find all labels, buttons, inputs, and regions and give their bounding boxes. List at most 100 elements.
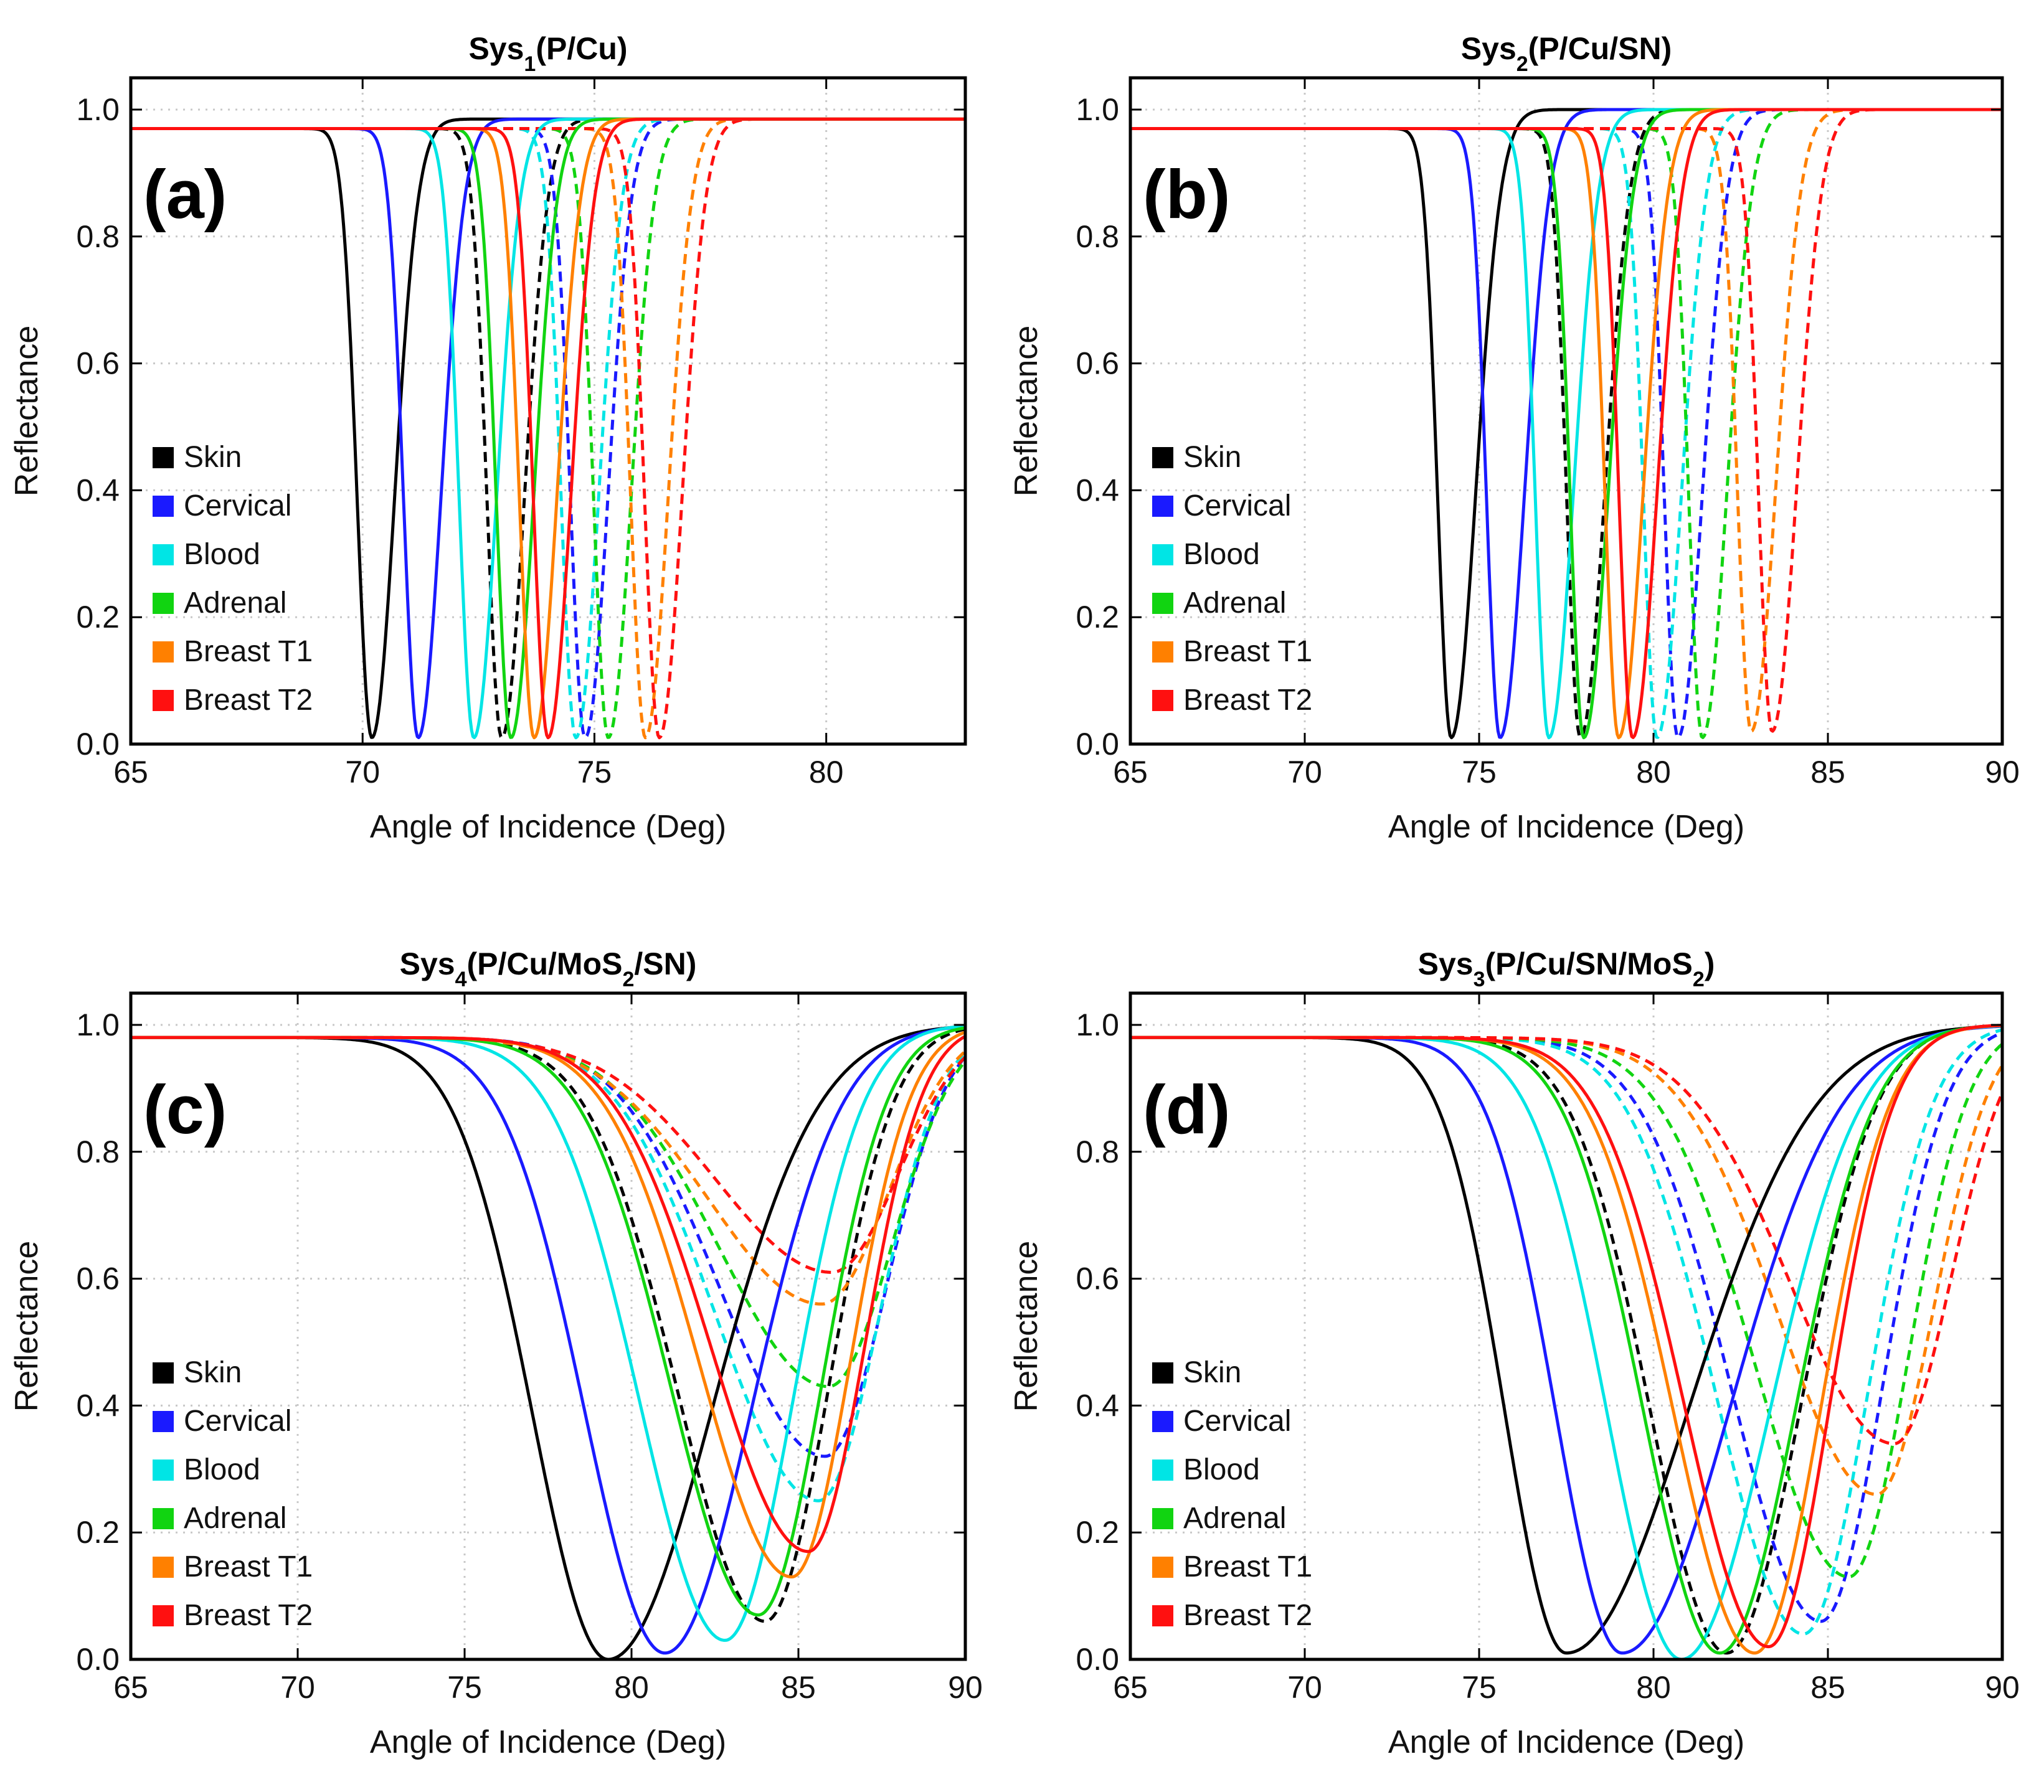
legend-swatch xyxy=(1152,447,1173,468)
x-axis-label: Angle of Incidence (Deg) xyxy=(370,1724,726,1760)
x-tick-label: 75 xyxy=(1462,755,1497,790)
y-tick-label: 0.2 xyxy=(76,600,120,634)
legend-label: Breast T2 xyxy=(184,684,313,717)
x-tick-label: 70 xyxy=(1287,755,1322,790)
y-tick-label: 1.0 xyxy=(76,1007,120,1042)
legend-swatch xyxy=(1152,1460,1173,1481)
y-tick-label: 0.6 xyxy=(1076,346,1119,381)
legend-label: Blood xyxy=(184,1453,260,1486)
y-tick-label: 0.6 xyxy=(76,346,120,381)
series-group xyxy=(131,1024,965,1659)
series-line-breast-t2-solid xyxy=(1130,108,2002,739)
y-tick-label: 0.8 xyxy=(1076,219,1119,254)
legend-label: Adrenal xyxy=(1183,587,1286,620)
legend-swatch xyxy=(153,1411,174,1432)
series-group xyxy=(1130,1024,2002,1659)
legend-label: Cervical xyxy=(1183,489,1291,522)
legend-label: Breast T2 xyxy=(184,1599,313,1632)
legend-swatch xyxy=(1152,593,1173,614)
series-line-breast-t2-solid xyxy=(131,1035,965,1554)
legend-swatch xyxy=(1152,496,1173,517)
x-tick-label: 80 xyxy=(1636,1670,1671,1705)
legend-swatch xyxy=(153,1557,174,1578)
y-tick-label: 0.6 xyxy=(1076,1261,1119,1296)
legend-swatch xyxy=(153,1460,174,1481)
chart-title: Sys1(P/Cu) xyxy=(468,31,627,76)
y-tick-label: 0.2 xyxy=(76,1515,120,1550)
legend-swatch xyxy=(1152,1362,1173,1384)
y-axis-label: Reflectance xyxy=(9,1241,45,1412)
legend-label: Blood xyxy=(1183,538,1260,571)
legend: Skin Cervical Blood Adrenal Breast T1 Breast … xyxy=(1152,1356,1312,1632)
legend-label: Cervical xyxy=(184,489,291,522)
x-tick-label: 75 xyxy=(577,755,612,790)
legend-label: Blood xyxy=(184,538,260,571)
x-tick-label: 90 xyxy=(1985,1670,2020,1705)
legend: Skin Cervical Blood Adrenal Breast T1 Breast … xyxy=(153,1356,313,1632)
x-axis-label: Angle of Incidence (Deg) xyxy=(370,809,726,845)
x-tick-label: 85 xyxy=(1810,755,1845,790)
legend-label: Breast T1 xyxy=(184,635,313,668)
y-tick-label: 0.2 xyxy=(1076,1515,1119,1550)
legend-swatch xyxy=(153,447,174,468)
legend-swatch xyxy=(153,593,174,614)
x-tick-label: 65 xyxy=(1113,755,1148,790)
panel-d: 65 70 75 80 85 90 0.0 0.2 0.4 0.6 0.8 1.0 Angle of I… xyxy=(1008,946,2020,1760)
x-tick-label: 65 xyxy=(113,755,148,790)
legend-swatch xyxy=(1152,1605,1173,1626)
panel-letter: (a) xyxy=(143,156,227,233)
series-line-skin-dashed xyxy=(1130,1024,2002,1655)
legend-swatch xyxy=(1152,1508,1173,1529)
legend-swatch xyxy=(153,496,174,517)
chart-title: Sys2(P/Cu/SN) xyxy=(1461,31,1672,76)
series-line-breast-t2-dashed xyxy=(1130,1035,2002,1445)
legend-label: Cervical xyxy=(1183,1405,1291,1438)
x-tick-label: 80 xyxy=(614,1670,649,1705)
chart-title: Sys4(P/Cu/MoS2/SN) xyxy=(400,946,697,991)
legend-label: Cervical xyxy=(184,1405,291,1438)
series-line-breast-t1-dashed xyxy=(1130,1035,2002,1496)
y-axis-label: Reflectance xyxy=(1008,326,1044,497)
x-tick-label: 80 xyxy=(1636,755,1671,790)
series-line-breast-t2-dashed xyxy=(1130,108,2002,733)
x-axis-label: Angle of Incidence (Deg) xyxy=(1388,809,1744,845)
y-tick-label: 0.0 xyxy=(76,1642,120,1677)
legend: Skin Cervical Blood Adrenal Breast T1 Breast … xyxy=(1152,441,1312,717)
plot-frame xyxy=(129,76,967,746)
y-tick-label: 0.0 xyxy=(1076,727,1119,762)
x-axis-label: Angle of Incidence (Deg) xyxy=(1388,1724,1744,1760)
y-tick-label: 1.0 xyxy=(1076,1007,1119,1042)
y-tick-label: 0.2 xyxy=(1076,600,1119,634)
x-tick-label: 90 xyxy=(1985,755,2020,790)
legend-label: Adrenal xyxy=(184,1502,286,1535)
legend-swatch xyxy=(1152,641,1173,663)
series-line-blood-dashed xyxy=(1130,1028,2002,1636)
panel-letter: (d) xyxy=(1143,1072,1230,1148)
legend-swatch xyxy=(1152,1557,1173,1578)
legend-label: Skin xyxy=(184,1356,242,1389)
series-line-breast-t2-solid xyxy=(1130,1024,2002,1649)
y-tick-label: 1.0 xyxy=(1076,92,1119,127)
legend-label: Breast T2 xyxy=(1183,684,1312,717)
legend-label: Adrenal xyxy=(184,587,286,620)
legend-label: Breast T1 xyxy=(184,1550,313,1583)
legend-swatch xyxy=(153,1508,174,1529)
legend-swatch xyxy=(153,1605,174,1626)
x-tick-label: 80 xyxy=(809,755,844,790)
y-tick-label: 0.6 xyxy=(76,1261,120,1296)
legend-swatch xyxy=(153,1362,174,1384)
y-tick-label: 0.4 xyxy=(1076,1388,1119,1423)
legend: Skin Cervical Blood Adrenal Breast T1 Breast … xyxy=(153,441,313,717)
y-tick-label: 0.4 xyxy=(76,1388,120,1423)
series-line-breast-t2-solid xyxy=(131,117,965,740)
legend-label: Breast T1 xyxy=(1183,635,1312,668)
panel-a: 65 70 75 80 0.0 0.2 0.4 0.6 0.8 1.0 Angle of Incid… xyxy=(9,31,967,845)
panel-c: 65 70 75 80 85 90 0.0 0.2 0.4 0.6 0.8 1.0 Angle of I… xyxy=(9,946,983,1760)
legend-label: Blood xyxy=(1183,1453,1260,1486)
legend-label: Breast T2 xyxy=(1183,1599,1312,1632)
legend-swatch xyxy=(153,641,174,663)
y-tick-label: 0.8 xyxy=(76,219,120,254)
y-axis-label: Reflectance xyxy=(9,326,45,497)
y-tick-label: 0.8 xyxy=(76,1134,120,1169)
